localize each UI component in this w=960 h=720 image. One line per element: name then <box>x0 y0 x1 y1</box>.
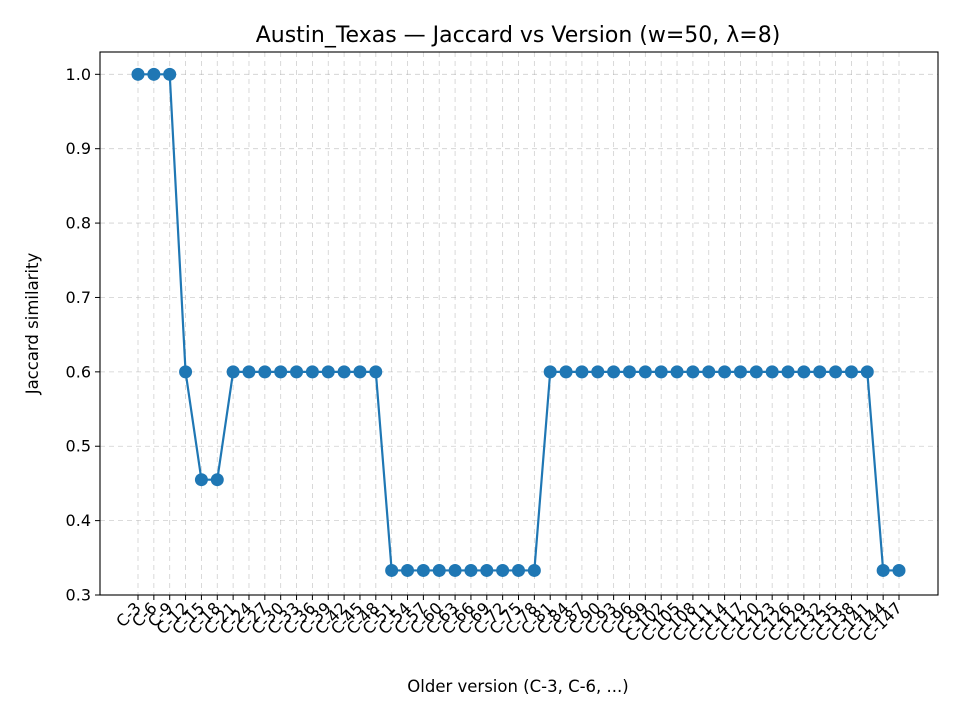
data-point <box>385 563 399 577</box>
plot-area-frame <box>99 51 939 596</box>
data-point <box>163 67 177 81</box>
y-tick-label: 1.0 <box>66 65 91 84</box>
data-point <box>670 365 684 379</box>
data-point <box>829 365 843 379</box>
data-point <box>416 563 430 577</box>
y-tick-label: 0.6 <box>66 362 91 381</box>
grid <box>100 52 938 596</box>
data-point <box>527 563 541 577</box>
y-tick-label: 0.3 <box>66 586 91 605</box>
data-point <box>369 365 383 379</box>
data-point <box>194 473 208 487</box>
series-jaccard <box>131 67 906 577</box>
x-axis-label: Older version (C-3, C-6, ...) <box>407 677 628 696</box>
data-point <box>432 563 446 577</box>
data-point <box>749 365 763 379</box>
data-point <box>702 365 716 379</box>
data-point <box>496 563 510 577</box>
data-point <box>607 365 621 379</box>
data-point <box>258 365 272 379</box>
data-point <box>543 365 557 379</box>
y-tick-label: 0.9 <box>66 139 91 158</box>
data-point <box>892 563 906 577</box>
chart-title: Austin_Texas — Jaccard vs Version (w=50,… <box>256 23 781 48</box>
data-point <box>876 563 890 577</box>
data-point <box>147 67 161 81</box>
data-point <box>575 365 589 379</box>
y-axis-label: Jaccard similarity <box>23 252 42 395</box>
x-axis-ticks: C-3C-6C-9C-12C-15C-18C-21C-24C-27C-30C-3… <box>112 595 906 645</box>
data-point <box>638 365 652 379</box>
y-tick-label: 0.4 <box>66 511 91 530</box>
data-point <box>718 365 732 379</box>
data-point <box>464 563 478 577</box>
data-point <box>765 365 779 379</box>
data-point <box>813 365 827 379</box>
data-point <box>480 563 494 577</box>
data-point <box>210 473 224 487</box>
data-point <box>591 365 605 379</box>
data-point <box>781 365 795 379</box>
y-tick-label: 0.7 <box>66 288 91 307</box>
y-tick-label: 0.5 <box>66 437 91 456</box>
data-point <box>337 365 351 379</box>
data-point <box>686 365 700 379</box>
data-point <box>654 365 668 379</box>
data-point <box>401 563 415 577</box>
data-point <box>448 563 462 577</box>
data-point <box>353 365 367 379</box>
data-point <box>797 365 811 379</box>
data-point <box>844 365 858 379</box>
data-point <box>226 365 240 379</box>
data-point <box>179 365 193 379</box>
data-point <box>242 365 256 379</box>
data-point <box>860 365 874 379</box>
data-point <box>733 365 747 379</box>
data-point <box>274 365 288 379</box>
data-point <box>305 365 319 379</box>
data-point <box>559 365 573 379</box>
data-point <box>622 365 636 379</box>
data-point <box>321 365 335 379</box>
y-tick-label: 0.8 <box>66 214 91 233</box>
y-axis-ticks: 0.3 0.4 0.5 0.6 0.7 0.8 0.9 1.0 <box>66 65 100 605</box>
data-point <box>512 563 525 577</box>
data-point <box>131 67 145 81</box>
data-point <box>290 365 304 379</box>
